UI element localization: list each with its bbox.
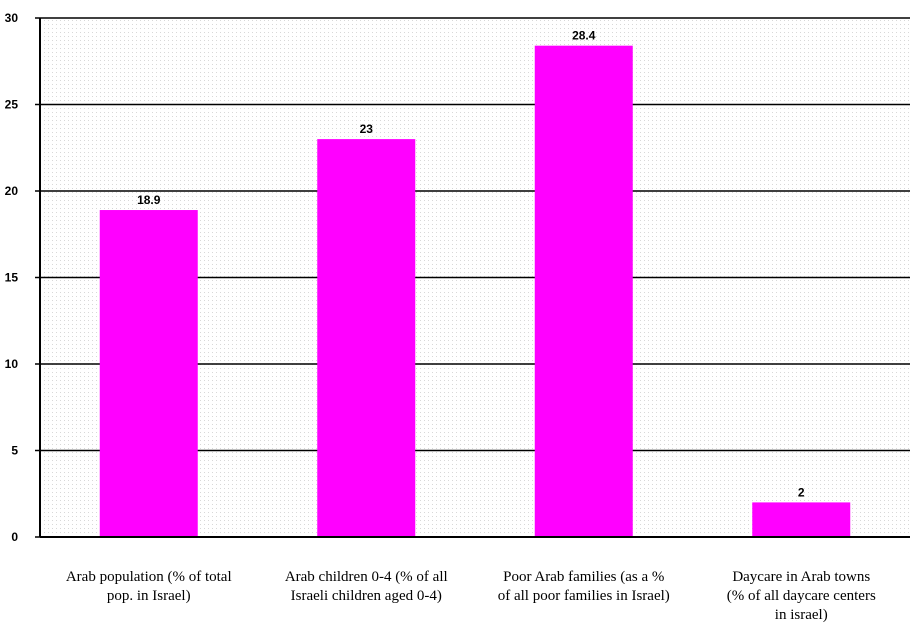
data-label: 28.4 (572, 29, 596, 43)
bar (99, 210, 198, 537)
data-label: 18.9 (137, 193, 161, 207)
category-label: Arab population (% of total pop. in Israe… (66, 569, 232, 604)
category-label-line: Arab population (% of total (66, 569, 232, 585)
category-labels: Arab population (% of total pop. in Israe… (66, 569, 876, 623)
category-label-line: (% of all daycare centers (727, 588, 876, 604)
category-label: Arab children 0-4 (% of all Israeli child… (285, 569, 448, 604)
data-label: 2 (798, 485, 805, 499)
data-label: 23 (360, 122, 374, 136)
y-tick-label: 25 (5, 98, 19, 112)
category-label-line: in israel) (775, 607, 828, 623)
y-tick-label: 0 (11, 530, 18, 544)
axes (35, 17, 910, 538)
bar (534, 45, 633, 538)
y-tick-labels: 0 5 10 15 20 25 30 (5, 11, 19, 544)
data-labels: 18.9 23 28.4 2 (137, 29, 805, 500)
bar (752, 502, 851, 537)
y-tick-label: 10 (5, 357, 19, 371)
category-label: Poor Arab families (as a % of all poor fa… (498, 569, 670, 604)
y-tick-label: 20 (5, 184, 19, 198)
category-label-line: Arab children 0-4 (% of all (285, 569, 448, 585)
bars (99, 45, 851, 538)
category-label-line: Daycare in Arab towns (732, 569, 870, 585)
category-label-line: Israeli children aged 0-4) (291, 588, 442, 604)
y-tick-label: 15 (5, 271, 19, 285)
category-label-line: pop. in Israel) (107, 588, 191, 604)
y-tick-label: 5 (11, 444, 18, 458)
bar (317, 139, 416, 537)
category-label-line: Poor Arab families (as a % (503, 569, 664, 585)
category-label-line: of all poor families in Israel) (498, 588, 670, 604)
category-label: Daycare in Arab towns (% of all daycare c… (727, 569, 876, 623)
y-tick-label: 30 (5, 11, 19, 25)
